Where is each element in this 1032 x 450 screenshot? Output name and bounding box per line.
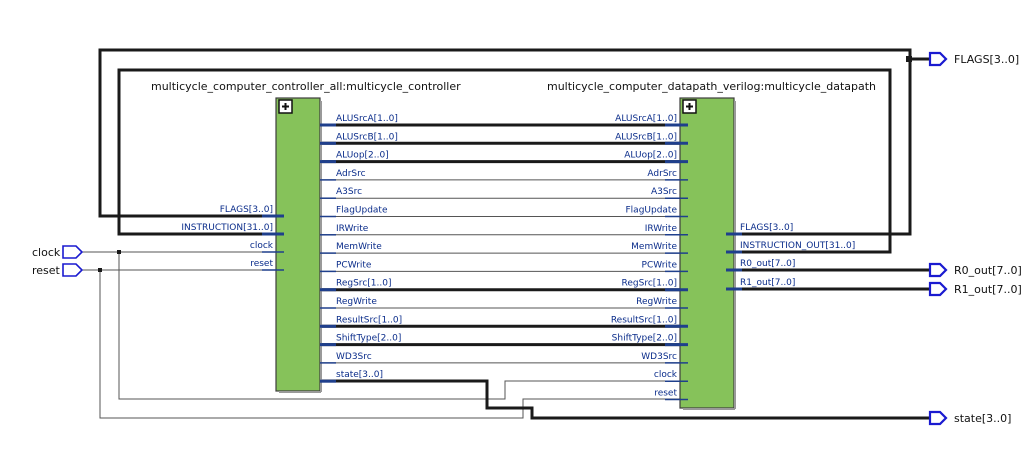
datapath-title: multicycle_computer_datapath_verilog:mul… (547, 80, 876, 93)
datapath-block[interactable] (679, 97, 735, 409)
datapath-pin-label-irwrite: IRWrite (645, 224, 678, 234)
controller-pin-label-regwrite: RegWrite (336, 297, 377, 307)
reset-junction-dot (98, 268, 102, 272)
datapath-pin-label-resultsrc: ResultSrc[1..0] (611, 315, 677, 325)
datapath-pin-label-pcwrite: PCWrite (642, 260, 678, 270)
flags-feedback-wire (98, 48, 912, 236)
datapath-output-label-r0-out: R0_out[7..0] (740, 259, 795, 269)
controller-input-label-flags: FLAGS[3..0] (220, 205, 273, 215)
controller-pins: ALUSrcA[1..0] ALUSrcB[1..0] ALUop[2..0] Adr… (181, 114, 402, 383)
r0-port-label: R0_out[7..0] (954, 264, 1022, 277)
datapath-pin-label-aluop: ALUop[2..0] (624, 151, 677, 161)
controller-pin-label-regsrc: RegSrc[1..0] (336, 279, 391, 289)
r0-output-port[interactable]: R0_out[7..0] (928, 262, 1022, 278)
state-wire (320, 379, 930, 420)
datapath-pin-label-a3src: A3Src (651, 187, 677, 197)
controller-expand-icon[interactable] (278, 99, 293, 114)
controller-pin-label-irwrite: IRWrite (336, 224, 369, 234)
datapath-pin-label-alusrca: ALUSrcA[1..0] (615, 114, 677, 124)
controller-block[interactable] (275, 97, 321, 392)
datapath-pin-label-adrsrc: AdrSrc (647, 169, 677, 179)
datapath-pin-label-shifttype: ShiftType[2..0] (612, 334, 677, 344)
junction-dot (906, 56, 912, 62)
clock-input-port[interactable]: clock (32, 245, 84, 259)
flags-port-label: FLAGS[3..0] (954, 53, 1019, 66)
controller-pin-label-memwrite: MemWrite (336, 242, 382, 252)
controller-input-label-clock: clock (250, 241, 274, 251)
instruction-feedback-wire (117, 68, 892, 254)
controller-datapath-wires (320, 123, 688, 364)
clock-branch-wire (118, 252, 680, 400)
controller-pin-label-state: state[3..0] (336, 370, 383, 380)
datapath-pin-label-flagupdate: FlagUpdate (626, 206, 678, 216)
controller-pin-label-wd3src: WD3Src (336, 352, 372, 362)
datapath-output-label-instruction-out: INSTRUCTION_OUT[31..0] (740, 241, 855, 251)
controller-pin-label-a3src: A3Src (336, 187, 362, 197)
datapath-pin-label-regsrc: RegSrc[1..0] (622, 279, 677, 289)
reset-branch-wire (99, 270, 680, 419)
clock-junction-dot (117, 250, 121, 254)
datapath-pin-label-wd3src: WD3Src (641, 352, 677, 362)
datapath-output-label-r1-out: R1_out[7..0] (740, 278, 795, 288)
controller-pin-label-flagupdate: FlagUpdate (336, 206, 388, 216)
controller-pin-label-shifttype: ShiftType[2..0] (336, 334, 401, 344)
controller-pin-label-pcwrite: PCWrite (336, 260, 372, 270)
flags-output-port[interactable]: FLAGS[3..0] (928, 51, 1019, 67)
datapath-expand-icon[interactable] (682, 99, 697, 114)
controller-pin-label-adrsrc: AdrSrc (336, 169, 366, 179)
state-port-label: state[3..0] (954, 412, 1011, 425)
datapath-pins: ALUSrcA[1..0] ALUSrcB[1..0] ALUop[2..0] Adr… (611, 114, 855, 401)
reset-input-port[interactable]: reset (32, 263, 84, 277)
controller-pin-label-resultsrc: ResultSrc[1..0] (336, 315, 402, 325)
r1-output-port[interactable]: R1_out[7..0] (928, 281, 1022, 297)
datapath-pin-label-reset: reset (654, 389, 677, 399)
clock-port-label: clock (32, 246, 61, 259)
controller-input-label-instruction: INSTRUCTION[31..0] (181, 223, 273, 233)
controller-pin-label-alusrca: ALUSrcA[1..0] (336, 114, 398, 124)
datapath-pin-label-regwrite: RegWrite (636, 297, 677, 307)
controller-pin-label-alusrcb: ALUSrcB[1..0] (336, 132, 398, 142)
controller-pin-label-aluop: ALUop[2..0] (336, 151, 389, 161)
reset-port-label: reset (32, 264, 61, 277)
datapath-pin-label-clock: clock (654, 370, 678, 380)
r1-port-label: R1_out[7..0] (954, 283, 1022, 296)
controller-input-label-reset: reset (250, 259, 273, 269)
datapath-pin-label-alusrcb: ALUSrcB[1..0] (615, 132, 677, 142)
datapath-pin-label-memwrite: MemWrite (631, 242, 677, 252)
datapath-output-label-flags: FLAGS[3..0] (740, 223, 793, 233)
state-output-port[interactable]: state[3..0] (928, 410, 1011, 426)
controller-title: multicycle_computer_controller_all:multi… (151, 80, 461, 93)
